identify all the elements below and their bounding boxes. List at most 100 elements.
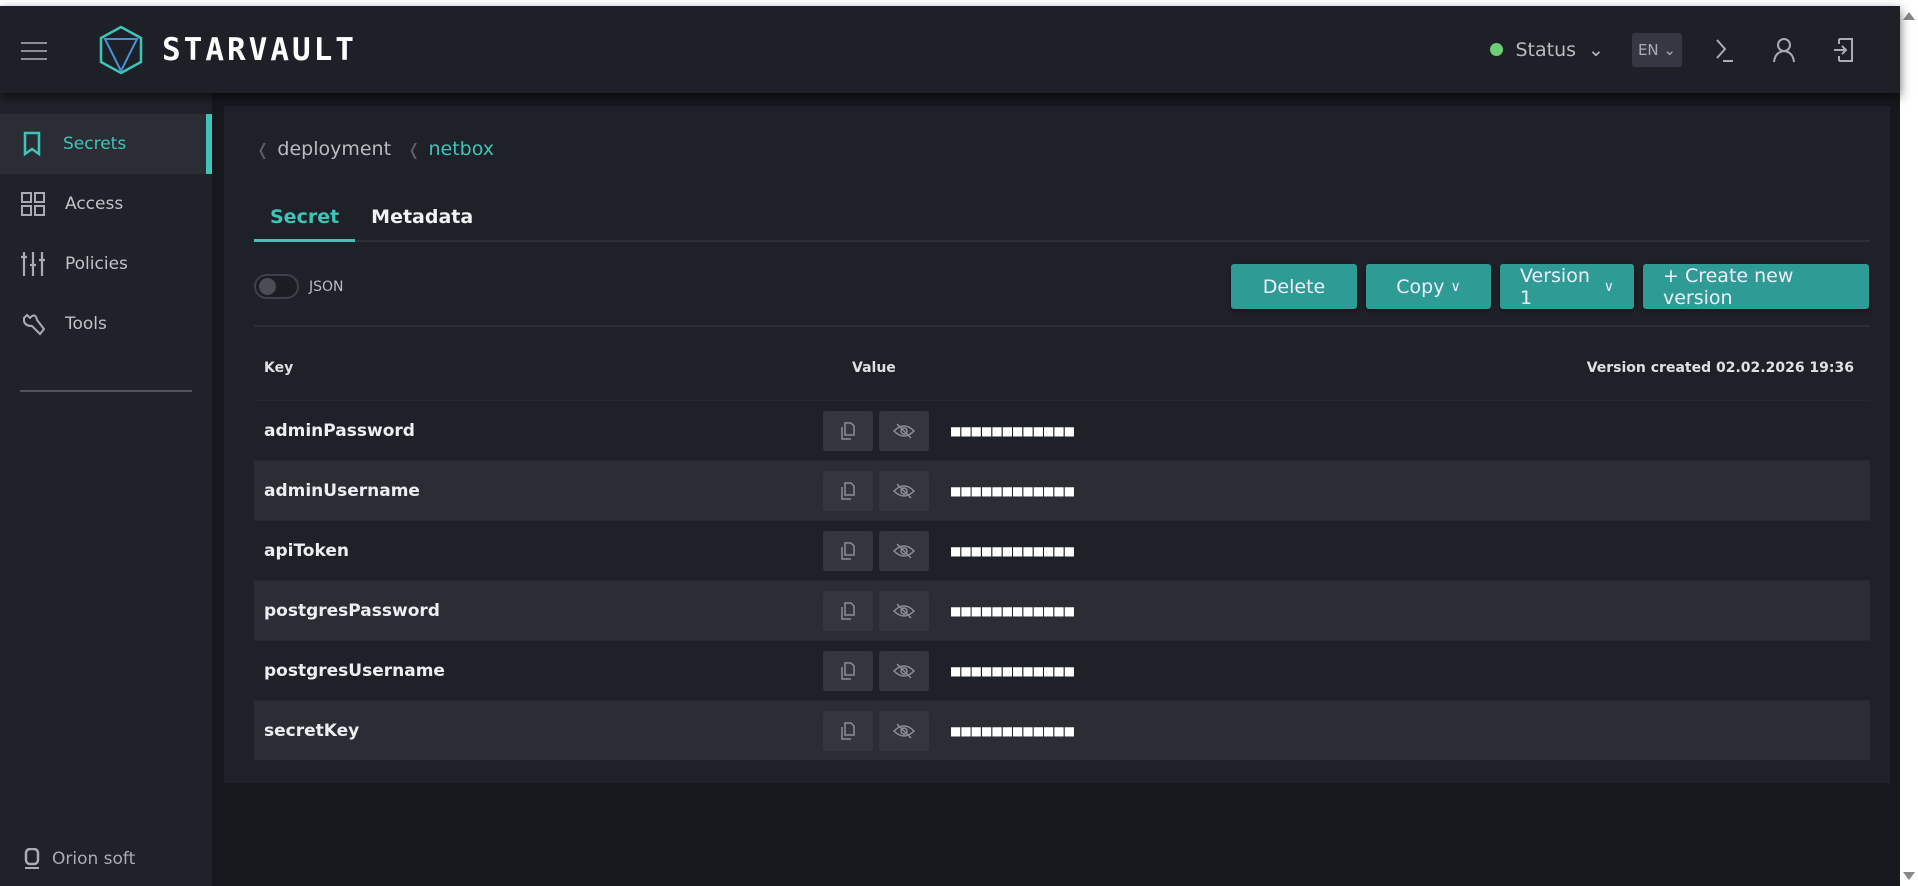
sidebar-item-label: Secrets: [63, 134, 127, 154]
orion-soft-link[interactable]: Orion soft: [24, 848, 135, 870]
secrets-table: adminPassword ■■■■■■■■■■■■ adminUsername …: [254, 400, 1870, 760]
grid-icon: [21, 192, 45, 216]
scroll-down-icon[interactable]: [1903, 872, 1915, 880]
secret-key: adminUsername: [264, 480, 420, 501]
orion-logo-icon: [24, 848, 40, 869]
table-row: adminPassword ■■■■■■■■■■■■: [254, 400, 1870, 460]
masked-value: ■■■■■■■■■■■■: [950, 483, 1075, 498]
sidebar-item-policies[interactable]: Policies: [0, 234, 212, 294]
divider: [254, 325, 1870, 327]
copy-icon: [841, 481, 855, 500]
copy-value-button[interactable]: [823, 710, 873, 751]
chevron-left-icon: ❬: [407, 139, 421, 159]
delete-label: Delete: [1262, 275, 1326, 298]
breadcrumb-netbox[interactable]: netbox: [428, 138, 494, 160]
toggle-visibility-button[interactable]: [879, 650, 929, 691]
toggle-visibility-button[interactable]: [879, 590, 929, 631]
create-version-button[interactable]: + Create new version: [1643, 264, 1869, 309]
copy-value-button[interactable]: [823, 530, 873, 571]
orion-soft-label: Orion soft: [52, 849, 136, 869]
secret-key: postgresUsername: [264, 660, 445, 681]
version-created: Version created 02.02.2026 19:36: [1586, 360, 1854, 376]
delete-button[interactable]: Delete: [1231, 264, 1357, 309]
sidebar-divider: [20, 390, 192, 392]
table-row: secretKey ■■■■■■■■■■■■: [254, 700, 1870, 760]
copy-icon: [841, 721, 855, 740]
sidebar-item-secrets[interactable]: Secrets: [0, 114, 212, 174]
bookmark-icon: [23, 131, 41, 157]
sidebar: Secrets Access Policies Tools Orion soft: [0, 93, 212, 886]
status-label: Status: [1515, 38, 1577, 61]
language-label: EN: [1637, 40, 1659, 59]
secret-key: postgresPassword: [264, 600, 440, 621]
menu-icon[interactable]: [21, 42, 47, 60]
copy-value-button[interactable]: [823, 410, 873, 451]
toggle-visibility-button[interactable]: [879, 710, 929, 751]
copy-value-button[interactable]: [823, 470, 873, 511]
masked-value: ■■■■■■■■■■■■: [950, 603, 1075, 618]
table-row: postgresUsername ■■■■■■■■■■■■: [254, 640, 1870, 700]
secret-key: adminPassword: [264, 420, 415, 441]
json-toggle-group: JSON: [254, 274, 344, 299]
column-key: Key: [264, 360, 294, 376]
secret-panel: ❬ deployment ❬ netbox Secret Metadata JSON…: [224, 106, 1890, 783]
table-row: apiToken ■■■■■■■■■■■■: [254, 520, 1870, 580]
language-select[interactable]: EN ⌄: [1631, 32, 1682, 67]
copy-icon: [841, 601, 855, 620]
copy-icon: [841, 421, 855, 440]
tab-secret[interactable]: Secret: [254, 200, 356, 242]
logout-icon[interactable]: [1824, 30, 1864, 70]
sidebar-item-tools[interactable]: Tools: [0, 294, 212, 354]
terminal-icon[interactable]: [1704, 30, 1744, 70]
status-dot: [1490, 43, 1504, 56]
chevron-down-icon: ⌄: [1588, 38, 1604, 61]
copy-value-button[interactable]: [823, 650, 873, 691]
sidebar-item-label: Tools: [65, 314, 107, 334]
app: STARVAULT Status ⌄ EN ⌄ Secrets Access Po…: [0, 6, 1900, 886]
status-dropdown[interactable]: Status ⌄: [1490, 38, 1604, 61]
sliders-icon: [21, 252, 45, 276]
toggle-visibility-button[interactable]: [879, 470, 929, 511]
json-toggle-label: JSON: [309, 278, 344, 295]
scroll-up-icon[interactable]: [1903, 12, 1915, 20]
secret-key: apiToken: [264, 540, 349, 561]
copy-value-button[interactable]: [823, 590, 873, 631]
sidebar-item-label: Access: [65, 194, 124, 214]
eye-off-icon: [893, 482, 915, 499]
eye-off-icon: [893, 422, 915, 439]
sidebar-item-access[interactable]: Access: [0, 174, 212, 234]
create-version-label: + Create new version: [1663, 264, 1794, 309]
eye-off-icon: [893, 542, 915, 559]
table-row: adminUsername ■■■■■■■■■■■■: [254, 460, 1870, 520]
breadcrumb: ❬ deployment ❬ netbox: [256, 138, 494, 160]
secret-key: secretKey: [264, 720, 360, 741]
scrollbar[interactable]: [1900, 6, 1918, 886]
version-dropdown[interactable]: Version 1 ∨: [1500, 264, 1634, 309]
tabs: Secret Metadata: [254, 200, 1870, 242]
copy-label: Copy: [1396, 275, 1445, 298]
brand-name: STARVAULT: [162, 32, 357, 68]
eye-off-icon: [893, 722, 915, 739]
masked-value: ■■■■■■■■■■■■: [950, 663, 1075, 678]
copy-button[interactable]: Copy ∨: [1366, 264, 1491, 309]
masked-value: ■■■■■■■■■■■■: [950, 543, 1075, 558]
masked-value: ■■■■■■■■■■■■: [950, 423, 1075, 438]
chevron-left-icon: ❬: [256, 139, 270, 159]
logo[interactable]: STARVAULT: [98, 25, 357, 75]
sidebar-item-label: Policies: [65, 254, 128, 274]
logo-icon: [99, 25, 143, 75]
copy-icon: [841, 541, 855, 560]
toggle-visibility-button[interactable]: [879, 410, 929, 451]
user-icon[interactable]: [1764, 30, 1804, 70]
column-value: Value: [852, 360, 896, 376]
table-row: postgresPassword ■■■■■■■■■■■■: [254, 580, 1870, 640]
top-bar: STARVAULT Status ⌄ EN ⌄: [0, 6, 1900, 93]
chevron-down-icon: ∨: [1603, 278, 1614, 295]
breadcrumb-deployment[interactable]: deployment: [277, 138, 392, 160]
chevron-down-icon: ∨: [1450, 278, 1461, 295]
wrench-icon: [23, 313, 45, 336]
toggle-visibility-button[interactable]: [879, 530, 929, 571]
eye-off-icon: [893, 602, 915, 619]
json-toggle[interactable]: [254, 274, 299, 299]
tab-metadata[interactable]: Metadata: [371, 206, 474, 228]
